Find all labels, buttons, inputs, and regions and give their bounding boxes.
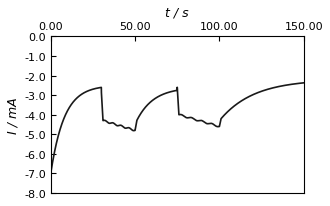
X-axis label: t / s: t / s: [165, 7, 189, 20]
Y-axis label: I / mA: I / mA: [7, 97, 20, 133]
